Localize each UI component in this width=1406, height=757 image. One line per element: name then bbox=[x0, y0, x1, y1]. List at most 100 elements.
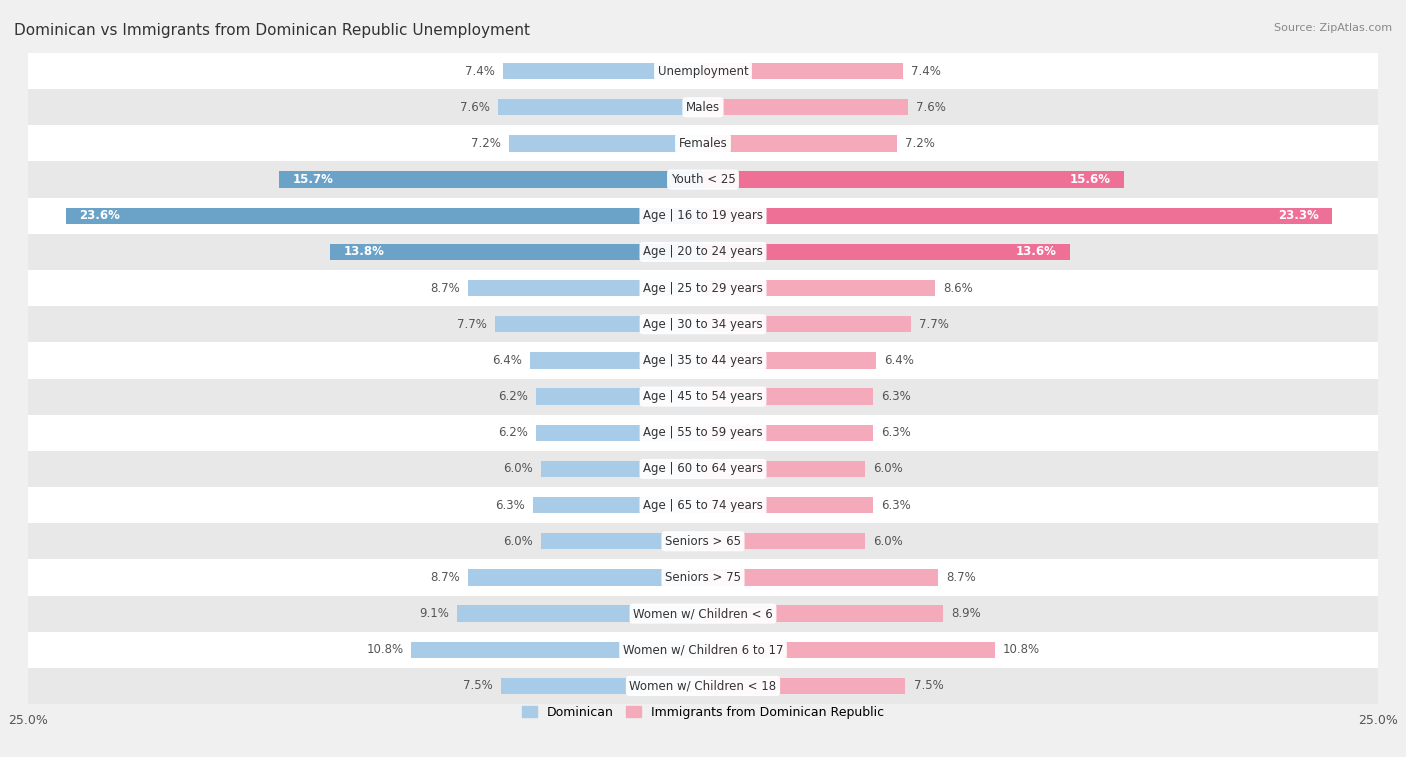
Bar bbox=[703, 533, 865, 550]
Text: 8.6%: 8.6% bbox=[943, 282, 973, 294]
Bar bbox=[28, 596, 1378, 631]
Text: 8.7%: 8.7% bbox=[946, 571, 976, 584]
Bar bbox=[503, 63, 703, 79]
Bar bbox=[28, 559, 1378, 596]
Text: Age | 45 to 54 years: Age | 45 to 54 years bbox=[643, 390, 763, 403]
Bar bbox=[703, 569, 938, 586]
Bar bbox=[541, 533, 703, 550]
Text: 6.4%: 6.4% bbox=[492, 354, 522, 367]
Text: Age | 60 to 64 years: Age | 60 to 64 years bbox=[643, 463, 763, 475]
Bar bbox=[703, 63, 903, 79]
Bar bbox=[703, 207, 1331, 224]
Text: Males: Males bbox=[686, 101, 720, 114]
Text: 13.6%: 13.6% bbox=[1015, 245, 1057, 258]
Bar bbox=[530, 352, 703, 369]
Bar bbox=[703, 497, 873, 513]
Text: 8.7%: 8.7% bbox=[430, 282, 460, 294]
Text: 6.0%: 6.0% bbox=[503, 463, 533, 475]
Bar bbox=[280, 171, 703, 188]
Bar bbox=[703, 171, 1125, 188]
Bar bbox=[28, 378, 1378, 415]
Text: 7.6%: 7.6% bbox=[917, 101, 946, 114]
Bar bbox=[28, 198, 1378, 234]
Text: Age | 35 to 44 years: Age | 35 to 44 years bbox=[643, 354, 763, 367]
Bar bbox=[703, 388, 873, 405]
Bar bbox=[509, 136, 703, 151]
Text: 23.6%: 23.6% bbox=[79, 209, 121, 223]
Bar bbox=[703, 461, 865, 477]
Bar bbox=[498, 99, 703, 115]
Text: 7.7%: 7.7% bbox=[457, 318, 486, 331]
Bar bbox=[28, 342, 1378, 378]
Bar bbox=[28, 306, 1378, 342]
Bar bbox=[501, 678, 703, 694]
Text: 13.8%: 13.8% bbox=[344, 245, 385, 258]
Text: 10.8%: 10.8% bbox=[1002, 643, 1040, 656]
Text: 8.9%: 8.9% bbox=[952, 607, 981, 620]
Bar bbox=[28, 270, 1378, 306]
Text: Source: ZipAtlas.com: Source: ZipAtlas.com bbox=[1274, 23, 1392, 33]
Text: 6.3%: 6.3% bbox=[882, 426, 911, 439]
Bar bbox=[28, 53, 1378, 89]
Text: 6.0%: 6.0% bbox=[873, 463, 903, 475]
Bar bbox=[28, 161, 1378, 198]
Text: 7.4%: 7.4% bbox=[911, 64, 941, 77]
Bar bbox=[28, 523, 1378, 559]
Text: 6.2%: 6.2% bbox=[498, 390, 527, 403]
Bar bbox=[28, 451, 1378, 487]
Text: 6.3%: 6.3% bbox=[882, 390, 911, 403]
Bar bbox=[703, 352, 876, 369]
Bar bbox=[28, 415, 1378, 451]
Bar bbox=[533, 497, 703, 513]
Bar bbox=[703, 99, 908, 115]
Text: 23.3%: 23.3% bbox=[1278, 209, 1319, 223]
Bar bbox=[28, 126, 1378, 161]
Text: Females: Females bbox=[679, 137, 727, 150]
Bar bbox=[28, 234, 1378, 270]
Text: 6.0%: 6.0% bbox=[873, 534, 903, 548]
Text: 7.4%: 7.4% bbox=[465, 64, 495, 77]
Bar bbox=[495, 316, 703, 332]
Text: Age | 25 to 29 years: Age | 25 to 29 years bbox=[643, 282, 763, 294]
Text: Age | 30 to 34 years: Age | 30 to 34 years bbox=[643, 318, 763, 331]
Text: 9.1%: 9.1% bbox=[419, 607, 450, 620]
Text: 6.2%: 6.2% bbox=[498, 426, 527, 439]
Bar bbox=[703, 244, 1070, 260]
Bar bbox=[703, 425, 873, 441]
Text: Dominican vs Immigrants from Dominican Republic Unemployment: Dominican vs Immigrants from Dominican R… bbox=[14, 23, 530, 38]
Bar bbox=[457, 606, 703, 621]
Text: Women w/ Children 6 to 17: Women w/ Children 6 to 17 bbox=[623, 643, 783, 656]
Bar bbox=[703, 606, 943, 621]
Bar bbox=[703, 678, 905, 694]
Bar bbox=[28, 668, 1378, 704]
Text: Age | 65 to 74 years: Age | 65 to 74 years bbox=[643, 499, 763, 512]
Bar bbox=[28, 487, 1378, 523]
Text: 6.4%: 6.4% bbox=[884, 354, 914, 367]
Text: Seniors > 75: Seniors > 75 bbox=[665, 571, 741, 584]
Text: Seniors > 65: Seniors > 65 bbox=[665, 534, 741, 548]
Text: 15.7%: 15.7% bbox=[292, 173, 333, 186]
Text: 7.2%: 7.2% bbox=[905, 137, 935, 150]
Text: Youth < 25: Youth < 25 bbox=[671, 173, 735, 186]
Text: 15.6%: 15.6% bbox=[1070, 173, 1111, 186]
Bar bbox=[703, 642, 994, 658]
Text: 7.2%: 7.2% bbox=[471, 137, 501, 150]
Text: Age | 16 to 19 years: Age | 16 to 19 years bbox=[643, 209, 763, 223]
Text: 8.7%: 8.7% bbox=[430, 571, 460, 584]
Text: 6.0%: 6.0% bbox=[503, 534, 533, 548]
Bar bbox=[468, 280, 703, 296]
Text: Age | 55 to 59 years: Age | 55 to 59 years bbox=[643, 426, 763, 439]
Bar bbox=[703, 136, 897, 151]
Bar bbox=[536, 388, 703, 405]
Text: 7.5%: 7.5% bbox=[914, 680, 943, 693]
Bar bbox=[28, 89, 1378, 126]
Bar bbox=[28, 631, 1378, 668]
Bar bbox=[412, 642, 703, 658]
Bar bbox=[536, 425, 703, 441]
Text: 6.3%: 6.3% bbox=[495, 499, 524, 512]
Bar bbox=[468, 569, 703, 586]
Bar bbox=[330, 244, 703, 260]
Text: 10.8%: 10.8% bbox=[366, 643, 404, 656]
Bar bbox=[66, 207, 703, 224]
Bar bbox=[541, 461, 703, 477]
